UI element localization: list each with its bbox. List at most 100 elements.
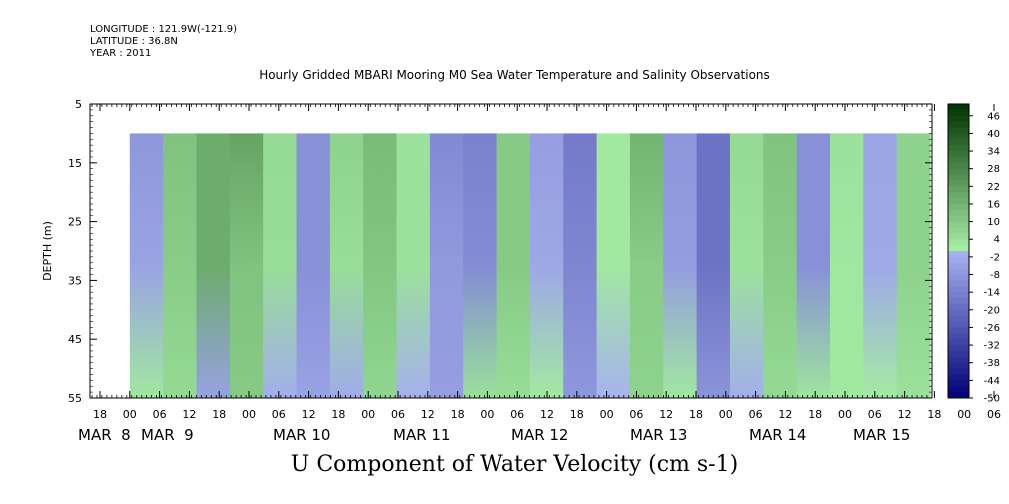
x-hour-tick-label: 00 bbox=[719, 408, 733, 421]
heatmap-cell bbox=[163, 133, 198, 398]
colorbar-label: 28 bbox=[987, 164, 1000, 175]
x-hour-tick-label: 18 bbox=[331, 408, 345, 421]
x-hour-tick-label: 12 bbox=[182, 408, 196, 421]
heatmap-cell bbox=[829, 133, 864, 398]
colorbar-segment bbox=[948, 286, 969, 293]
colorbar-label: 22 bbox=[987, 182, 1000, 193]
heatmap-cell bbox=[596, 133, 631, 398]
colorbar-label: 40 bbox=[987, 129, 1000, 140]
x-hour-tick-label: 06 bbox=[987, 408, 1001, 421]
x-hour-tick-label: 18 bbox=[212, 408, 226, 421]
x-hour-tick-label: 06 bbox=[868, 408, 882, 421]
colorbar-segment bbox=[948, 339, 969, 346]
heatmap-cell bbox=[529, 133, 564, 398]
x-hour-tick-label: 12 bbox=[659, 408, 673, 421]
metadata-block: LONGITUDE : 121.9W(-121.9) LATITUDE : 36… bbox=[90, 24, 237, 60]
x-axis-label: U Component of Water Velocity (cm s-1) bbox=[290, 452, 739, 477]
x-hour-tick-label: 00 bbox=[361, 408, 375, 421]
x-hour-tick-label: 18 bbox=[570, 408, 584, 421]
colorbar-label: -26 bbox=[984, 323, 1000, 334]
colorbar-segment bbox=[948, 115, 969, 123]
colorbar-segment bbox=[948, 156, 969, 164]
x-hour-tick-label: 12 bbox=[898, 408, 912, 421]
colorbar-segment bbox=[948, 168, 969, 175]
x-hour-tick-label: 00 bbox=[480, 408, 494, 421]
y-tick-label: 55 bbox=[68, 392, 82, 405]
colorbar-segment bbox=[948, 215, 969, 222]
colorbar-segment bbox=[948, 139, 969, 146]
heatmap-cell bbox=[396, 133, 431, 398]
colorbar-segment bbox=[948, 280, 969, 287]
colorbar-segment bbox=[948, 392, 969, 399]
heatmap-cell bbox=[296, 133, 331, 398]
heatmap-cell bbox=[663, 133, 698, 398]
heatmap-cell bbox=[463, 133, 498, 398]
heatmap-cell bbox=[563, 133, 598, 398]
colorbar-segment bbox=[948, 186, 969, 193]
x-hour-tick-label: 00 bbox=[600, 408, 614, 421]
colorbar-segment bbox=[948, 133, 969, 140]
x-day-label: MAR 10 bbox=[273, 426, 330, 444]
colorbar-segment bbox=[948, 104, 969, 111]
x-day-label: MAR 8 bbox=[78, 426, 131, 444]
colorbar-segment bbox=[948, 386, 969, 393]
x-day-label: MAR 12 bbox=[511, 426, 568, 444]
x-hour-tick-label: 00 bbox=[242, 408, 256, 421]
x-hour-tick-label: 18 bbox=[689, 408, 703, 421]
colorbar-segment bbox=[948, 209, 969, 217]
y-tick-label: 35 bbox=[68, 274, 82, 287]
x-day-label: MAR 11 bbox=[393, 426, 450, 444]
y-tick-label: 45 bbox=[68, 333, 82, 346]
x-hour-tick-label: 06 bbox=[510, 408, 524, 421]
heatmap-cell bbox=[896, 133, 931, 398]
colorbar-label: -32 bbox=[984, 341, 1000, 352]
colorbar-segment bbox=[948, 362, 969, 369]
x-hour-tick-label: 12 bbox=[540, 408, 554, 421]
heatmap-cell bbox=[696, 133, 731, 398]
colorbar-segment bbox=[948, 321, 969, 328]
colorbar-segment bbox=[948, 245, 969, 252]
x-day-label: MAR 14 bbox=[749, 426, 806, 444]
colorbar-segment bbox=[948, 374, 969, 381]
colorbar-segment bbox=[948, 203, 969, 211]
x-hour-tick-label: 06 bbox=[629, 408, 643, 421]
colorbar-label: 10 bbox=[987, 217, 1000, 228]
colorbar-segment bbox=[948, 121, 969, 128]
y-axis-label: DEPTH (m) bbox=[41, 221, 54, 281]
heatmap-cell bbox=[263, 133, 298, 398]
colorbar-label: 34 bbox=[987, 147, 1000, 158]
x-hour-tick-label: 12 bbox=[421, 408, 435, 421]
colorbar-segment bbox=[948, 262, 969, 270]
colorbar-label: -8 bbox=[990, 270, 1000, 281]
colorbar-segment bbox=[948, 239, 969, 246]
heatmap-cell bbox=[129, 133, 164, 398]
heatmap-cell bbox=[363, 133, 398, 398]
x-hour-tick-label: 18 bbox=[927, 408, 941, 421]
colorbar-segment bbox=[948, 256, 969, 264]
heatmap-cell bbox=[863, 133, 898, 398]
heatmap-cell bbox=[429, 133, 464, 398]
heatmap-cell bbox=[796, 133, 831, 398]
colorbar-segment bbox=[948, 127, 969, 134]
colorbar-frame bbox=[947, 103, 970, 399]
x-day-label: MAR 9 bbox=[141, 426, 194, 444]
x-hour-tick-label: 12 bbox=[302, 408, 316, 421]
colorbar-segment bbox=[948, 345, 969, 352]
colorbar-label: 16 bbox=[987, 199, 1000, 210]
chart-title: Hourly Gridded MBARI Mooring M0 Sea Wate… bbox=[259, 68, 770, 82]
colorbar-segment bbox=[948, 356, 969, 364]
heatmap-cell bbox=[229, 133, 264, 398]
colorbar-segment bbox=[948, 380, 969, 387]
colorbar-segment bbox=[948, 198, 969, 205]
colorbar-segment bbox=[948, 251, 969, 258]
x-hour-tick-label: 00 bbox=[838, 408, 852, 421]
colorbar-label: -44 bbox=[984, 376, 1000, 387]
x-hour-tick-label: 06 bbox=[391, 408, 405, 421]
x-hour-tick-label: 06 bbox=[272, 408, 286, 421]
colorbar-segment bbox=[948, 274, 969, 281]
colorbar-label: -38 bbox=[984, 358, 1000, 369]
colorbar-segment bbox=[948, 109, 969, 117]
colorbar-segment bbox=[948, 162, 969, 170]
x-hour-tick-label: 18 bbox=[451, 408, 465, 421]
